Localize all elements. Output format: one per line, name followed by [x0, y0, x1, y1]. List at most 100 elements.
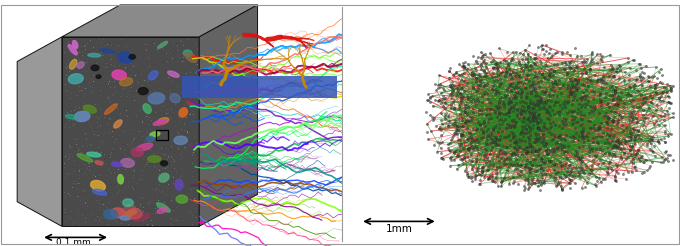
- Point: [597, 74, 608, 78]
- Point: [537, 47, 548, 51]
- Ellipse shape: [112, 70, 126, 80]
- Point: [577, 90, 588, 94]
- Point: [481, 107, 492, 111]
- Point: [538, 106, 549, 110]
- Point: [551, 93, 562, 97]
- Point: [649, 86, 660, 90]
- Point: [487, 87, 498, 91]
- Point: [656, 67, 666, 71]
- Point: [523, 52, 534, 56]
- Point: [556, 52, 567, 56]
- Point: [543, 117, 554, 121]
- Point: [571, 110, 582, 114]
- Point: [606, 66, 617, 70]
- Point: [526, 178, 537, 182]
- Point: [551, 184, 562, 188]
- Point: [624, 73, 634, 77]
- Point: [564, 173, 575, 177]
- Point: [537, 160, 548, 164]
- Point: [626, 133, 636, 137]
- Point: [522, 149, 533, 153]
- Point: [653, 139, 664, 143]
- Point: [641, 158, 652, 162]
- Point: [562, 144, 573, 148]
- Point: [501, 93, 512, 97]
- Point: [539, 90, 550, 93]
- Point: [536, 44, 547, 48]
- Point: [539, 181, 549, 185]
- Point: [622, 170, 633, 174]
- Point: [526, 146, 537, 150]
- Point: [505, 125, 515, 129]
- Point: [534, 85, 545, 89]
- Point: [507, 105, 517, 109]
- Point: [513, 116, 524, 120]
- Point: [607, 135, 618, 139]
- Point: [545, 47, 556, 51]
- Point: [437, 86, 448, 90]
- Point: [480, 129, 491, 133]
- Point: [558, 103, 569, 107]
- Point: [607, 65, 617, 69]
- Point: [608, 118, 619, 122]
- Point: [576, 134, 587, 138]
- Point: [603, 101, 614, 105]
- Point: [527, 126, 538, 130]
- Point: [642, 141, 653, 145]
- Point: [517, 99, 528, 103]
- Point: [475, 83, 486, 87]
- Point: [481, 61, 492, 64]
- Point: [627, 130, 638, 134]
- Point: [541, 110, 552, 114]
- Point: [482, 168, 493, 172]
- Point: [462, 95, 473, 99]
- Point: [502, 70, 513, 74]
- Ellipse shape: [131, 148, 143, 157]
- Point: [494, 166, 505, 169]
- Point: [667, 115, 678, 119]
- Point: [472, 61, 483, 65]
- Point: [625, 129, 636, 133]
- Point: [455, 102, 466, 106]
- Point: [432, 99, 443, 103]
- Point: [577, 133, 588, 137]
- Point: [611, 110, 622, 114]
- Point: [613, 171, 624, 175]
- Point: [460, 140, 471, 144]
- Point: [609, 154, 620, 158]
- Point: [477, 54, 488, 58]
- Point: [528, 80, 539, 84]
- Point: [533, 101, 544, 105]
- Point: [541, 142, 551, 146]
- Point: [591, 184, 602, 188]
- Point: [535, 158, 546, 162]
- Point: [473, 86, 483, 90]
- Point: [507, 109, 518, 113]
- Point: [661, 86, 672, 90]
- Point: [490, 91, 501, 95]
- Ellipse shape: [148, 93, 165, 104]
- Point: [572, 64, 583, 68]
- Point: [483, 117, 494, 121]
- Point: [493, 91, 504, 95]
- Point: [492, 115, 503, 119]
- Point: [509, 140, 520, 144]
- Point: [580, 70, 591, 74]
- Point: [520, 65, 531, 69]
- Point: [594, 97, 605, 101]
- Point: [443, 146, 454, 150]
- Point: [566, 90, 577, 94]
- Point: [596, 59, 607, 62]
- Point: [643, 106, 654, 110]
- Point: [521, 86, 532, 90]
- Point: [493, 108, 504, 111]
- Point: [619, 70, 630, 74]
- Point: [510, 138, 521, 142]
- Point: [666, 102, 677, 106]
- Point: [628, 161, 639, 165]
- Point: [482, 127, 493, 131]
- Point: [652, 138, 663, 142]
- Point: [559, 171, 570, 175]
- Point: [534, 116, 545, 120]
- Point: [524, 110, 534, 114]
